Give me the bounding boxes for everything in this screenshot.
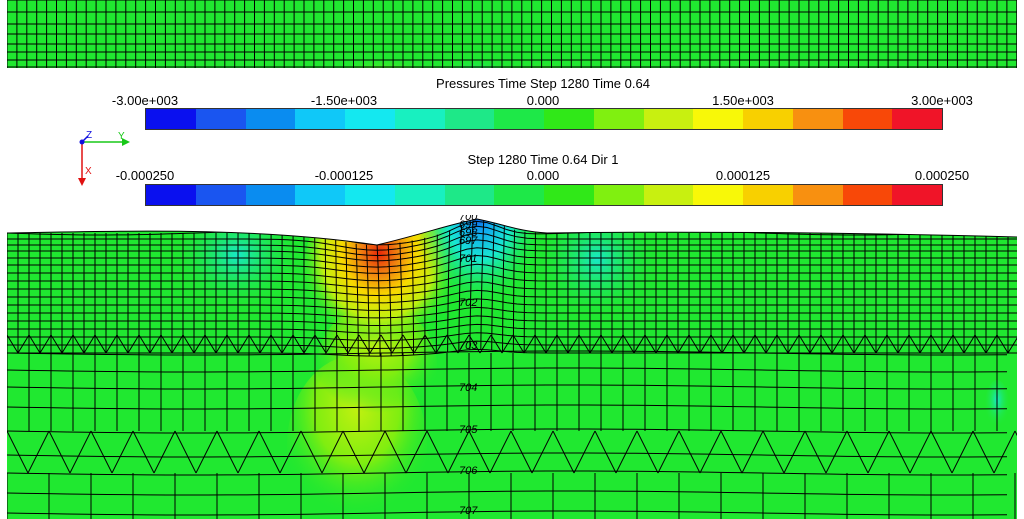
node-label: 698 <box>459 227 478 239</box>
displacement-color-swatch <box>494 185 544 205</box>
displacement-color-swatch <box>693 185 743 205</box>
node-label: 706 <box>459 465 478 477</box>
displacement-tick-low: -0.000125 <box>314 168 374 183</box>
displacement-color-swatch <box>892 185 942 205</box>
y-axis-label: Y <box>118 131 125 142</box>
y-axis-arrow-icon <box>122 138 130 146</box>
pressure-color-swatch <box>146 109 196 129</box>
node-label: 705 <box>459 424 478 436</box>
displacement-color-swatch <box>743 185 793 205</box>
origin-dot-icon <box>79 139 85 145</box>
pressure-color-swatch <box>394 109 445 129</box>
displacement-color-swatch <box>394 185 445 205</box>
z-axis-label: Z <box>86 130 92 141</box>
displacement-tick-min: -0.000250 <box>115 168 175 183</box>
displacement-color-swatch <box>544 185 594 205</box>
pressure-tick-max: 3.00e+003 <box>911 93 973 108</box>
pressure-legend-title: Pressures Time Step 1280 Time 0.64 <box>436 76 650 91</box>
displacement-color-swatch <box>345 185 395 205</box>
pressure-color-swatch <box>245 109 296 129</box>
pressure-tick-low: -1.50e+003 <box>310 93 378 108</box>
pressure-color-swatch <box>892 109 942 129</box>
pressure-color-swatch <box>593 109 644 129</box>
displacement-tick-zero: 0.000 <box>526 168 560 183</box>
pressure-tick-min: -3.00e+003 <box>111 93 179 108</box>
displacement-color-bar <box>145 184 943 206</box>
displacement-color-swatch <box>146 185 196 205</box>
top-mesh-view <box>7 0 1017 68</box>
displacement-tick-high: 0.000125 <box>715 168 771 183</box>
pressure-tick-high: 1.50e+003 <box>712 93 774 108</box>
displacement-color-swatch <box>195 185 246 205</box>
pressure-color-swatch <box>195 109 246 129</box>
pressure-color-swatch <box>743 109 793 129</box>
node-label: 697 <box>459 235 478 247</box>
node-label: 699 <box>459 219 477 231</box>
pressure-color-swatch <box>842 109 893 129</box>
pressure-color-swatch <box>494 109 544 129</box>
node-label: 701 <box>459 253 477 265</box>
node-label: 704 <box>459 382 477 394</box>
node-label: 707 <box>459 505 478 517</box>
displacement-color-swatch <box>792 185 843 205</box>
displacement-color-swatch <box>295 185 345 205</box>
displacement-color-swatch <box>593 185 644 205</box>
pressure-color-swatch <box>643 109 694 129</box>
pressure-tick-zero: 0.000 <box>526 93 560 108</box>
node-label: 702 <box>459 297 477 309</box>
displacement-legend-title: Step 1280 Time 0.64 Dir 1 <box>467 152 619 167</box>
pressure-color-swatch <box>544 109 594 129</box>
displacement-color-swatch <box>842 185 893 205</box>
node-label: 703 <box>459 340 478 352</box>
pressure-color-swatch <box>345 109 395 129</box>
pressure-color-swatch <box>444 109 495 129</box>
displacement-tick-max: 0.000250 <box>914 168 970 183</box>
pressure-color-swatch <box>295 109 345 129</box>
node-label: 700 <box>459 215 478 223</box>
pressure-color-bar <box>145 108 943 130</box>
displacement-color-swatch <box>643 185 694 205</box>
pressure-color-swatch <box>693 109 743 129</box>
x-axis-label: X <box>85 166 92 177</box>
displacement-color-swatch <box>444 185 495 205</box>
displacement-color-swatch <box>245 185 296 205</box>
pressure-color-swatch <box>792 109 843 129</box>
axis-triad: Z Y X <box>78 130 130 186</box>
x-axis-arrow-icon <box>78 178 86 186</box>
